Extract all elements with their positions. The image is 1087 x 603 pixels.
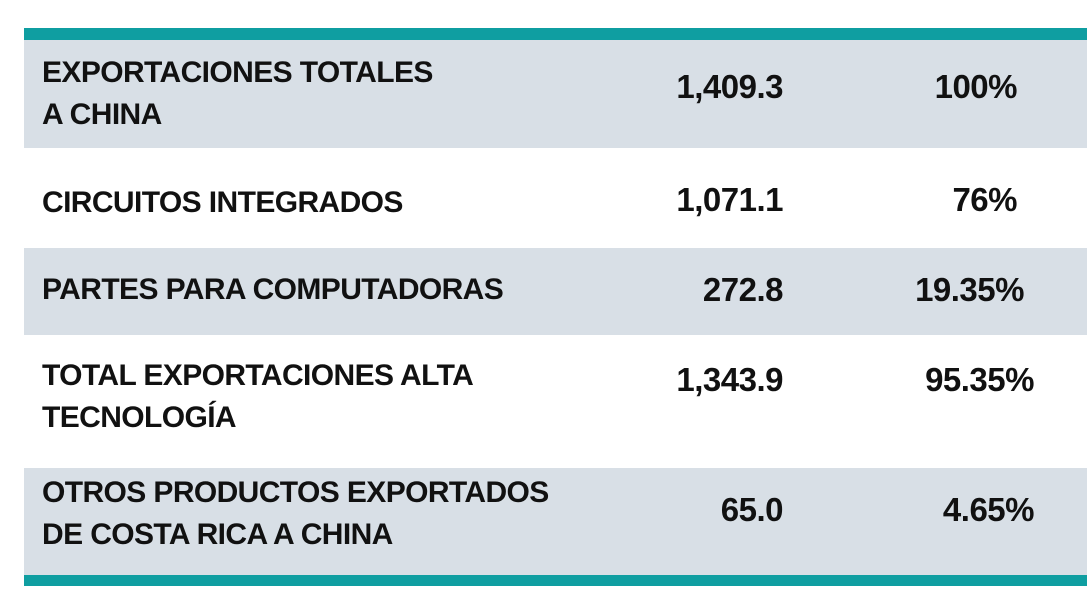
row-value: 1,071.1 [676,181,783,218]
row-share: 4.65% [942,491,1035,528]
table-row: EXPORTACIONES TOTALES A CHINA 1,409.3 100% [24,40,1087,148]
bottom-rule [24,575,1087,586]
row-share: 100% [934,68,1018,105]
top-rule [24,28,1087,40]
row-value: 65.0 [720,491,784,528]
row-share: 95.35% [925,361,1034,398]
row-label: TOTAL EXPORTACIONES ALTA TECNOLOGÍA [42,359,474,434]
row-value: 1,409.3 [676,68,783,105]
row-label: CIRCUITOS INTEGRADOS [42,186,403,219]
row-label: PARTES PARA COMPUTADORAS [42,273,504,306]
row-label: OTROS PRODUCTOS EXPORTADOS DE COSTA RICA… [42,476,549,551]
row-label: EXPORTACIONES TOTALES A CHINA [42,56,433,131]
row-value: 1,343.9 [676,361,783,398]
table-row: TOTAL EXPORTACIONES ALTA TECNOLOGÍA 1,343… [24,335,1087,468]
table-row: PARTES PARA COMPUTADORAS 272.8 19.35% [24,248,1087,335]
row-share: 19.35% [915,271,1024,308]
row-share: 76% [952,181,1017,218]
table-row: CIRCUITOS INTEGRADOS 1,071.1 76% [24,148,1087,248]
row-value: 272.8 [702,271,784,308]
table-row: OTROS PRODUCTOS EXPORTADOS DE COSTA RICA… [24,468,1087,575]
